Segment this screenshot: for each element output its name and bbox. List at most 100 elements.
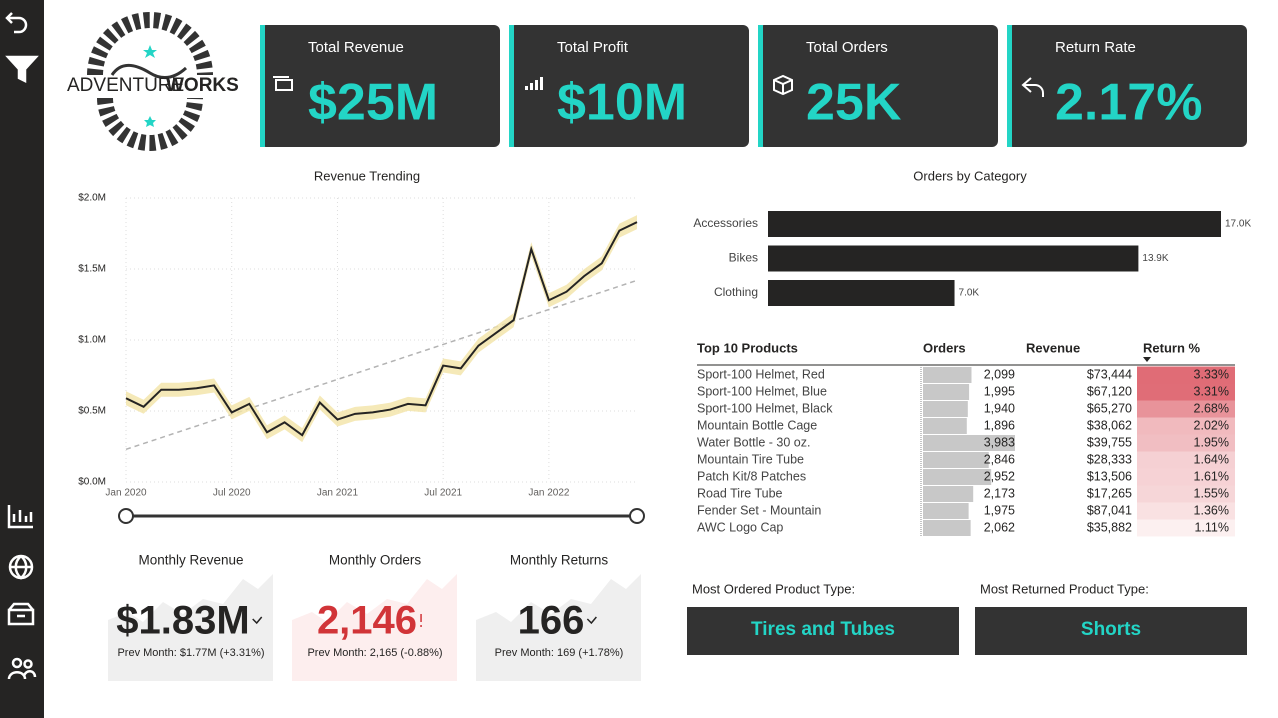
logo-wave: [110, 63, 188, 80]
monthly-value: $1.83M: [116, 599, 249, 643]
sort-arrow: [1143, 357, 1151, 362]
return-value: 1.64%: [1194, 452, 1229, 466]
sparkline-bg: [292, 574, 457, 681]
filter-icon[interactable]: [5, 55, 39, 84]
slider-handle[interactable]: [629, 508, 645, 524]
kpi-card: [758, 25, 998, 147]
bar-value-label: 13.9K: [1142, 253, 1168, 264]
date-slider[interactable]: [118, 508, 645, 524]
product-type-card: [687, 607, 959, 655]
kpi-icon: [525, 77, 543, 90]
monthly-title: Monthly Revenue: [138, 553, 243, 568]
x-tick-label: Jan 2021: [317, 488, 359, 499]
product-type-label: Most Ordered Product Type:: [692, 581, 855, 596]
orders-value: 2,173: [984, 486, 1015, 500]
orders-data-bar: [923, 418, 967, 434]
monthly-prev: Prev Month: 2,165 (-0.88%): [307, 647, 442, 659]
kpi-title: Total Revenue: [308, 39, 404, 56]
revenue-value: $65,270: [1087, 401, 1132, 415]
y-tick-label: $0.0M: [78, 477, 106, 488]
revenue-value: $28,333: [1087, 452, 1132, 466]
product-name: Fender Set - Mountain: [697, 503, 821, 517]
kpi-card: [509, 25, 749, 147]
content: Total Revenue $25M Total Profit $10M Total O…: [78, 25, 1251, 681]
sparkline-bg: [476, 574, 641, 681]
return-value: 1.55%: [1194, 486, 1229, 500]
product-type-value: Tires and Tubes: [751, 619, 895, 640]
kpi-value: $10M: [557, 74, 687, 132]
return-value: 1.61%: [1194, 469, 1229, 483]
product-name: Sport-100 Helmet, Blue: [697, 384, 827, 398]
chart-icon[interactable]: [7, 505, 33, 529]
kpi-value: 25K: [806, 74, 902, 132]
kpi-accent: [758, 25, 763, 147]
box-icon[interactable]: [7, 602, 35, 626]
kpi-card: [260, 25, 500, 147]
kpi-icon: [1021, 77, 1044, 97]
return-cell: [1137, 366, 1235, 384]
return-cell: [1137, 383, 1235, 401]
orders-data-bar: [923, 452, 989, 468]
back-icon[interactable]: [5, 12, 28, 34]
table-header: Return %: [1143, 340, 1201, 355]
monthly-prev: Prev Month: 169 (+1.78%): [495, 647, 624, 659]
users-icon-2: [23, 659, 33, 669]
orders-value: 1,995: [984, 384, 1015, 398]
return-value: 1.95%: [1194, 435, 1229, 449]
sparkline-bg: [108, 574, 273, 681]
return-cell: [1137, 434, 1235, 452]
y-tick-label: $1.0M: [78, 335, 106, 346]
kpi-icon: [773, 74, 793, 96]
orders-value: 1,896: [984, 418, 1015, 432]
monthly-value: 166: [518, 599, 585, 643]
orders-data-bar: [923, 520, 971, 536]
return-cell: [1137, 502, 1235, 520]
slider-handle[interactable]: [118, 508, 134, 524]
kpi-title: Total Profit: [557, 39, 629, 56]
orders-data-bar: [923, 367, 972, 383]
status-icon: [252, 616, 263, 625]
status-icon: [586, 616, 597, 625]
product-name: Sport-100 Helmet, Black: [697, 401, 833, 415]
return-cell: [1137, 451, 1235, 469]
orders-data-bar: [923, 503, 969, 519]
orders-data-bar: [923, 486, 974, 502]
orders-data-bar: [923, 435, 1015, 451]
gear-bottom: [97, 97, 203, 151]
revenue-value: $67,120: [1087, 384, 1132, 398]
kpi-title: Return Rate: [1055, 39, 1136, 56]
logo-text-left: ADVENTURE: [67, 75, 184, 96]
logo-star-2: [144, 116, 156, 127]
orders-data-bar: [923, 401, 968, 417]
monthly-title: Monthly Returns: [510, 553, 609, 568]
product-name: Patch Kit/8 Patches: [697, 469, 806, 483]
orders-value: 2,099: [984, 367, 1015, 381]
orders-value: 3,983: [984, 435, 1015, 449]
revenue-value: $38,062: [1087, 418, 1132, 432]
product-type-card: [975, 607, 1247, 655]
users-icon[interactable]: [11, 657, 23, 669]
x-tick-label: Jan 2020: [105, 488, 147, 499]
return-value: 3.31%: [1194, 384, 1229, 398]
logo: ADVENTURE WORKS BIKE SHOP: [67, 12, 239, 151]
monthly-prev: Prev Month: $1.77M (+3.31%): [117, 647, 264, 659]
return-value: 3.33%: [1194, 367, 1229, 381]
bar: [768, 245, 1139, 272]
product-name: Sport-100 Helmet, Red: [697, 367, 825, 381]
kpi-accent: [260, 25, 265, 147]
product-name: AWC Logo Cap: [697, 520, 783, 534]
kpi-icon: [273, 76, 293, 91]
y-tick-label: $2.0M: [78, 193, 106, 204]
orders-value: 1,940: [984, 401, 1015, 415]
monthly-title: Monthly Orders: [329, 553, 422, 568]
bar: [768, 211, 1221, 237]
x-tick-label: Jul 2021: [424, 488, 462, 499]
revenue-value: $13,506: [1087, 469, 1132, 483]
revenue-value: $39,755: [1087, 435, 1132, 449]
product-name: Mountain Tire Tube: [697, 452, 804, 466]
chart-title: Orders by Category: [913, 168, 1027, 183]
y-category-label: Bikes: [729, 251, 758, 265]
bar: [768, 280, 955, 306]
